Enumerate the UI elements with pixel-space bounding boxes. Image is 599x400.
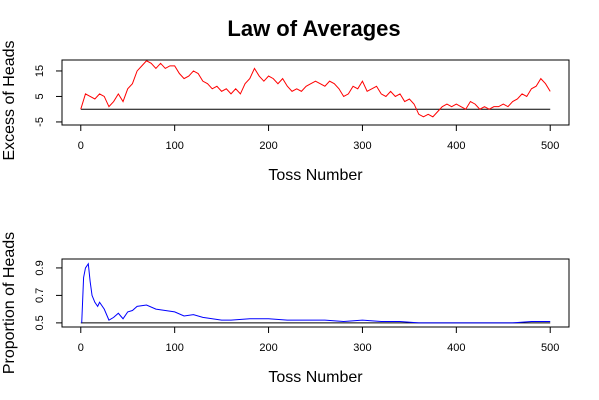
- x-tick-label: 500: [541, 140, 559, 152]
- y-tick-label: 5: [34, 93, 46, 99]
- y-tick-label: 15: [34, 65, 46, 77]
- x-tick-label: 0: [78, 342, 84, 354]
- x-tick-label: 200: [259, 342, 277, 354]
- y-tick-label: 0.5: [34, 315, 46, 330]
- x-tick-label: 0: [78, 140, 84, 152]
- y-axis-title: Excess of Heads: [1, 40, 18, 160]
- chart-title: Law of Averages: [227, 16, 400, 41]
- y-tick-label: -5: [34, 117, 46, 127]
- x-tick-label: 500: [541, 342, 559, 354]
- x-tick-label: 400: [447, 140, 465, 152]
- y-axis-title: Proportion of Heads: [1, 232, 18, 374]
- x-tick-label: 300: [353, 140, 371, 152]
- data-line: [81, 262, 551, 324]
- y-tick-label: 0.7: [34, 288, 46, 303]
- x-tick-label: 400: [447, 342, 465, 354]
- data-line: [80, 60, 551, 118]
- x-tick-label: 300: [353, 342, 371, 354]
- y-tick-label: 0.9: [34, 260, 46, 275]
- x-axis-title: Toss Number: [268, 369, 363, 386]
- x-tick-label: 100: [165, 342, 183, 354]
- x-axis-title: Toss Number: [268, 167, 363, 184]
- plot-frame: [61, 258, 570, 328]
- x-tick-label: 100: [165, 140, 183, 152]
- x-tick-label: 200: [259, 140, 277, 152]
